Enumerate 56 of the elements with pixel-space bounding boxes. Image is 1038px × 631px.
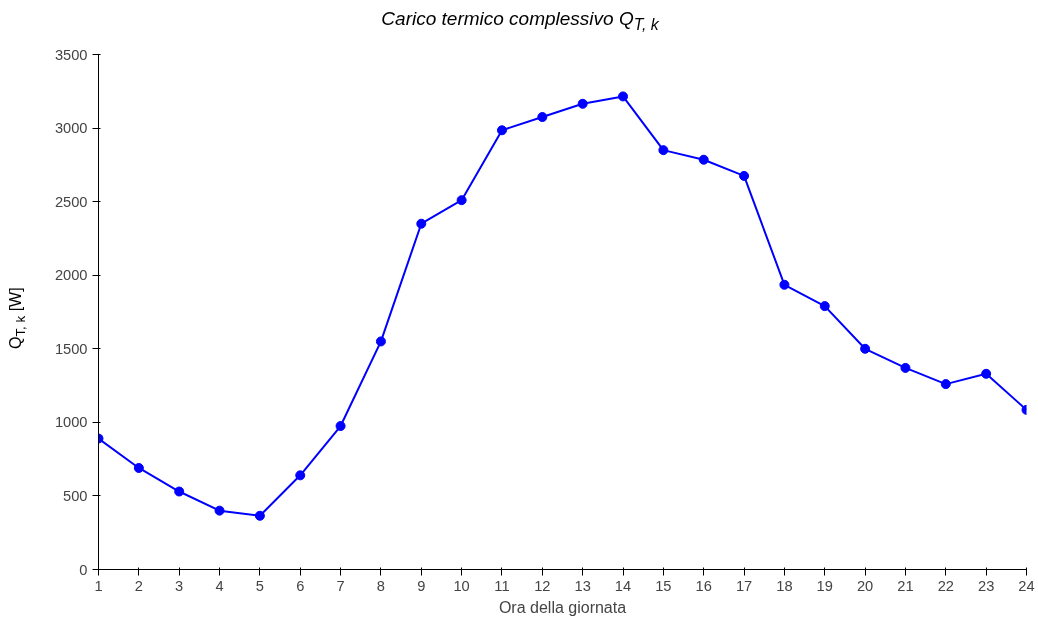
x-tick-label: 13: [574, 577, 591, 594]
point: [214, 505, 225, 516]
point: [739, 170, 750, 181]
x-tick-label: 23: [978, 577, 995, 594]
point: [981, 368, 992, 379]
x-axis-title: Ora della giornata: [498, 598, 627, 616]
y-tick-label: 3500: [54, 46, 88, 63]
x-tick-label: 12: [534, 577, 551, 594]
point: [295, 470, 306, 481]
x-tick-label: 18: [776, 577, 793, 594]
point: [900, 362, 911, 373]
y-tick-label: 500: [63, 487, 88, 504]
x-tick-label: 14: [614, 577, 632, 594]
point: [496, 125, 507, 136]
point: [577, 98, 588, 109]
chart-title: Carico termico complessivo Q$_{T, k}$: [380, 7, 660, 35]
x-tick-label: 4: [215, 577, 224, 594]
x-tick-label: 7: [336, 577, 345, 594]
x-tick-label: 6: [296, 577, 305, 594]
x-tick-label: 11: [494, 577, 510, 594]
x-tick-label: 15: [655, 577, 672, 594]
x-tick-label: 22: [937, 577, 954, 594]
point: [860, 343, 871, 354]
point: [819, 301, 830, 312]
point: [940, 379, 951, 390]
x-tick-label: 24: [1018, 577, 1035, 594]
x-tick-label: 9: [417, 577, 426, 594]
x-tick-label: 2: [134, 577, 143, 594]
x-tick-label: 20: [856, 577, 874, 594]
point: [375, 336, 386, 347]
x-tick-label: 19: [816, 577, 833, 594]
point: [416, 218, 427, 229]
y-tick-label: 1500: [54, 340, 88, 357]
point: [133, 462, 144, 473]
y-tick-label: 1000: [54, 414, 88, 431]
x-tick-label: 8: [376, 577, 386, 594]
point: [618, 91, 629, 102]
y-tick-label: 3000: [54, 120, 88, 137]
x-tick-label: 5: [255, 577, 264, 594]
point: [658, 145, 669, 156]
y-tick-label: 2000: [54, 267, 88, 284]
point: [456, 195, 467, 206]
point: [335, 421, 346, 432]
point: [537, 112, 548, 123]
x-tick-label: 3: [175, 577, 184, 594]
point: [174, 486, 185, 497]
point: [779, 279, 790, 290]
x-tick-label: 16: [695, 577, 712, 594]
x-tick-label: 1: [94, 577, 103, 594]
x-tick-label: 17: [735, 577, 753, 594]
x-tick-label: 21: [897, 577, 914, 594]
y-tick-label: 2500: [54, 193, 88, 210]
y-tick-label: 0: [79, 561, 88, 578]
point: [254, 510, 265, 521]
point: [698, 154, 709, 165]
x-tick-label: 10: [453, 577, 470, 594]
